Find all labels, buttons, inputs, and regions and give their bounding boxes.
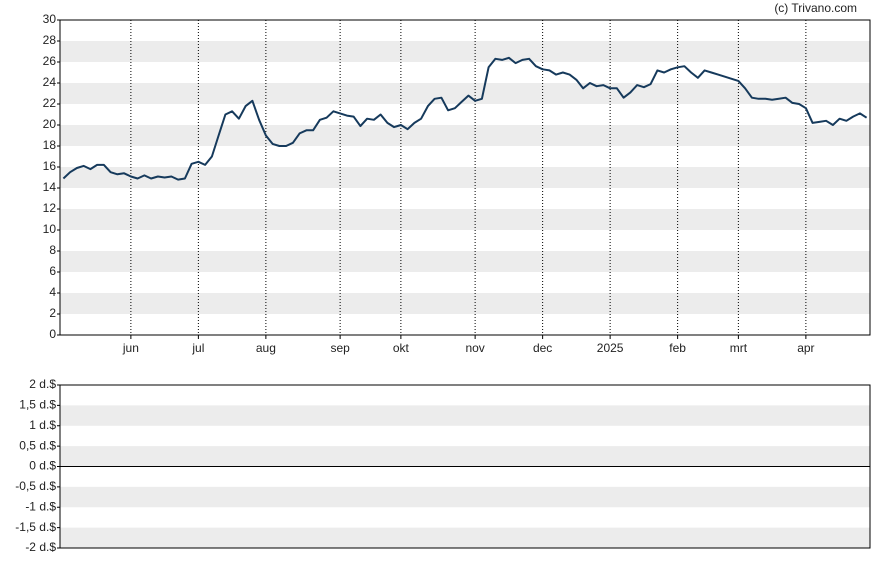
y-tick-label: 24 — [43, 75, 57, 89]
y-tick-label: 18 — [43, 138, 57, 152]
y-tick-label: 6 — [49, 264, 56, 278]
x-tick-label: okt — [393, 341, 410, 355]
y-tick-label: -1 d.$ — [25, 499, 56, 513]
y-tick-label: 0 d.$ — [29, 459, 56, 473]
y-tick-label: 26 — [43, 54, 57, 68]
y-tick-label: -2 d.$ — [25, 540, 56, 554]
y-tick-label: -1,5 d.$ — [15, 520, 56, 534]
price-line — [62, 56, 868, 181]
grid-band — [60, 41, 870, 62]
credit: (c) Trivano.com — [774, 1, 857, 15]
x-tick-label: apr — [797, 341, 814, 355]
x-tick-label: sep — [330, 341, 350, 355]
x-tick-label: jul — [191, 341, 204, 355]
y-tick-label: 2 — [49, 306, 56, 320]
y-tick-label: 28 — [43, 33, 57, 47]
y-tick-label: -0,5 d.$ — [15, 479, 56, 493]
y-tick-label: 2 d.$ — [29, 377, 56, 391]
y-tick-label: 16 — [43, 159, 57, 173]
grid-band — [60, 251, 870, 272]
grid-band — [60, 527, 870, 548]
grid-band — [60, 167, 870, 188]
y-tick-label: 4 — [49, 285, 56, 299]
x-tick-label: aug — [256, 341, 276, 355]
y-tick-label: 1 d.$ — [29, 418, 56, 432]
y-tick-label: 10 — [43, 222, 57, 236]
grid-band — [60, 83, 870, 104]
y-tick-label: 12 — [43, 201, 57, 215]
grid-band — [60, 125, 870, 146]
y-tick-label: 30 — [43, 12, 57, 26]
grid-band — [60, 405, 870, 426]
x-tick-label: mrt — [730, 341, 748, 355]
x-tick-label: dec — [533, 341, 552, 355]
grid-band — [60, 293, 870, 314]
y-tick-label: 20 — [43, 117, 57, 131]
y-tick-label: 22 — [43, 96, 57, 110]
grid-band — [60, 209, 870, 230]
x-tick-label: nov — [465, 341, 484, 355]
grid-band — [60, 446, 870, 467]
y-tick-label: 8 — [49, 243, 56, 257]
x-tick-label: jun — [122, 341, 139, 355]
grid-band — [60, 486, 870, 508]
y-tick-label: 1,5 d.$ — [19, 398, 56, 412]
x-tick-label: feb — [669, 341, 686, 355]
y-tick-label: 0 — [49, 327, 56, 341]
plot-frame — [59, 384, 871, 549]
y-tick-label: 14 — [43, 180, 57, 194]
plot-frame — [59, 19, 871, 336]
y-tick-label: 0,5 d.$ — [19, 438, 56, 452]
x-tick-label: 2025 — [597, 341, 624, 355]
